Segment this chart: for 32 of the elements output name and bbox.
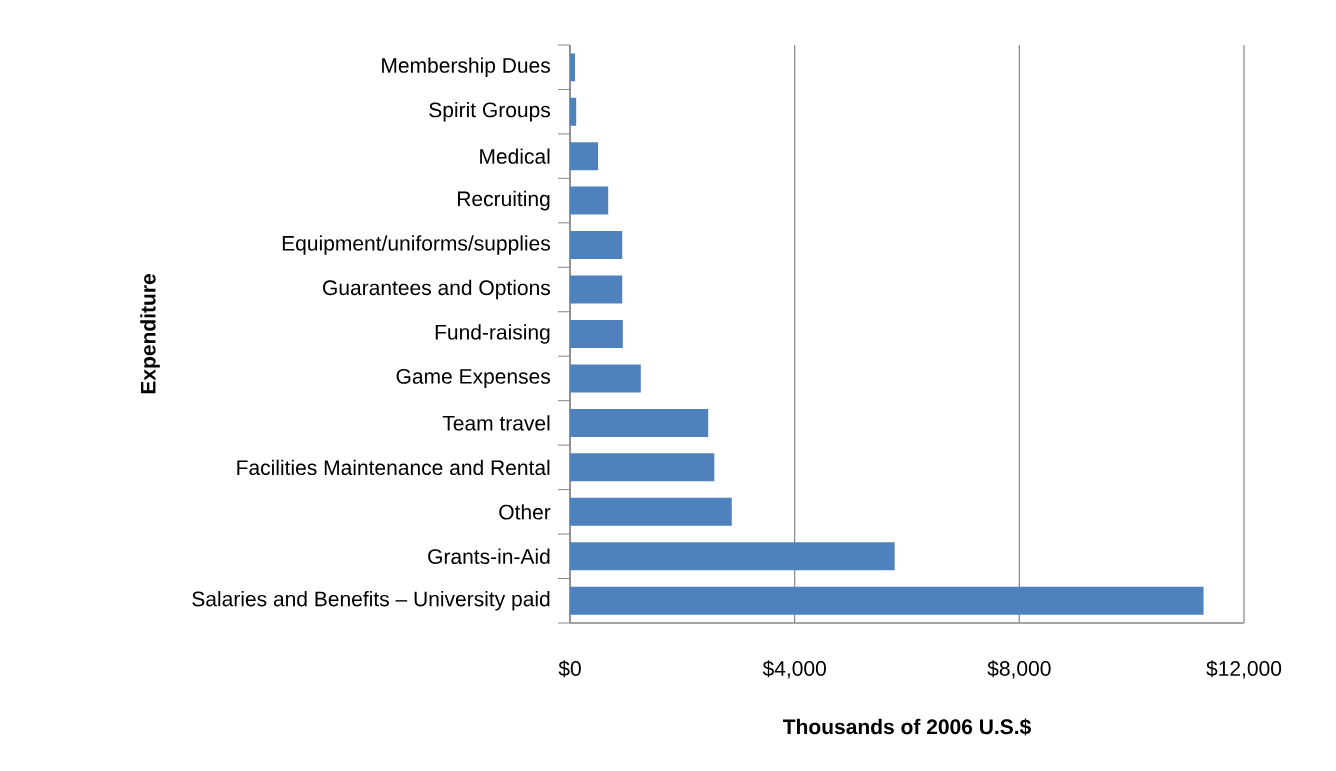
bar — [570, 497, 732, 526]
y-tick-label: Facilities Maintenance and Rental — [237, 459, 550, 476]
bar — [570, 364, 641, 393]
y-tick-label: Team travel — [442, 415, 550, 431]
y-tick-label: Fund-raising — [435, 324, 550, 344]
y-tick-label: Recruiting — [457, 190, 550, 211]
y-tick-label: Salaries and Benefits – University paid — [192, 590, 550, 611]
bar — [570, 408, 709, 437]
bar — [570, 142, 599, 171]
bar — [570, 542, 895, 571]
x-tick-label: $8,000 — [987, 660, 1051, 679]
y-tick-label: Grants-in-Aid — [428, 548, 550, 564]
bar — [570, 53, 576, 82]
y-tick-label: Guarantees and Options — [323, 279, 550, 300]
y-tick-label: Membership Dues — [382, 57, 550, 78]
bar — [570, 319, 623, 348]
y-axis-title: Expenditure — [140, 274, 160, 394]
y-tick-label: Other — [499, 504, 551, 520]
bar — [570, 186, 609, 215]
x-tick-label: $0 — [558, 660, 581, 678]
bar — [570, 586, 1204, 615]
bar — [570, 97, 577, 126]
bar — [570, 231, 623, 260]
x-axis-title: Thousands of 2006 U.S.$ — [782, 718, 1031, 736]
y-tick-label: Game Expenses — [396, 368, 551, 388]
bar — [570, 275, 623, 304]
x-tick-label: $12,000 — [1206, 660, 1282, 679]
y-tick-label: Equipment/uniforms/supplies — [282, 235, 550, 255]
bar — [570, 453, 715, 482]
y-tick-label: Medical — [480, 148, 550, 164]
y-tick-label: Spirit Groups — [429, 101, 551, 122]
x-tick-label: $4,000 — [762, 660, 826, 679]
